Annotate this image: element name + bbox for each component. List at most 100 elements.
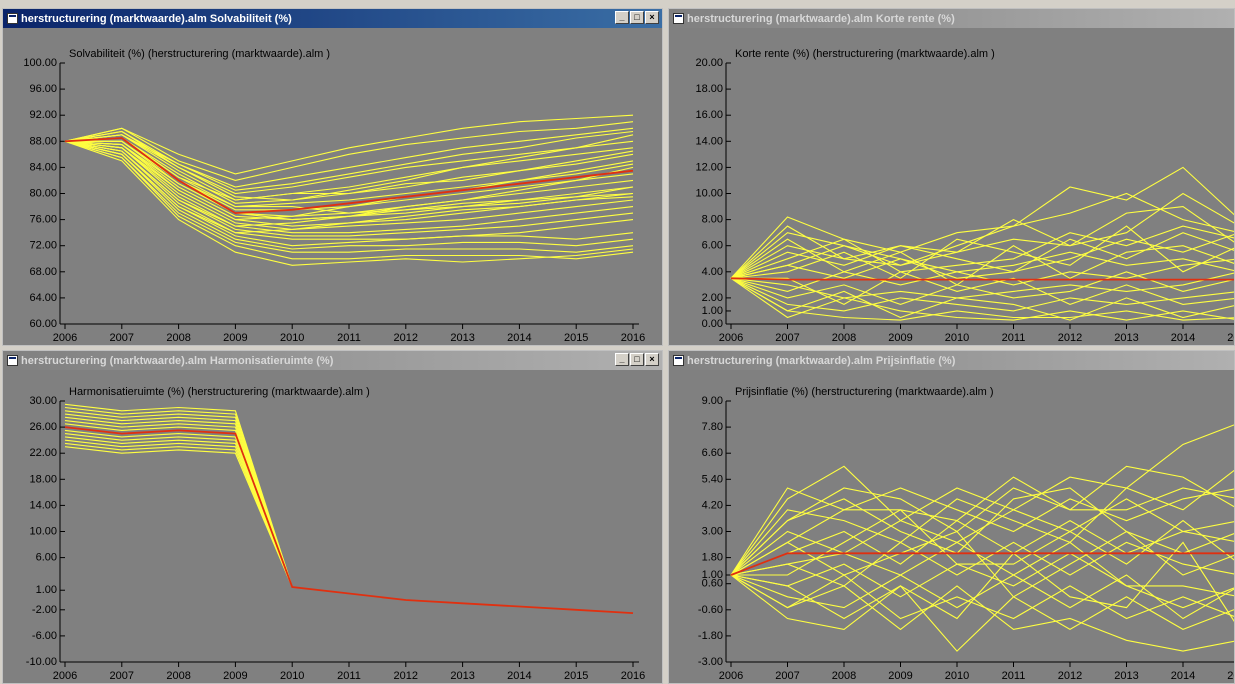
y-tick-label: 60.00 <box>29 318 57 330</box>
median-series-line <box>64 137 634 215</box>
maximize-button[interactable]: □ <box>630 353 644 366</box>
scenario-series-line <box>64 413 293 588</box>
window-app-icon[interactable] <box>7 13 18 24</box>
window-app-icon[interactable] <box>673 13 684 24</box>
y-tick-label: 4.00 <box>702 266 723 278</box>
scenario-series-line <box>64 140 634 260</box>
scenario-series-line <box>730 424 1234 576</box>
scenario-series-line <box>730 277 1234 321</box>
scenario-series-line <box>64 140 634 253</box>
window-title-bar[interactable]: herstructurering (marktwaarde).alm Harmo… <box>3 351 662 370</box>
x-tick-label: 2008 <box>832 332 856 344</box>
scenario-series-line <box>64 127 634 188</box>
scenario-series-line <box>730 476 1234 576</box>
y-tick-label: 16.00 <box>695 109 723 121</box>
chart-svg: Harmonisatieruimte (%) (herstructurering… <box>26 386 645 682</box>
y-tick-label: 10.00 <box>695 188 723 200</box>
x-tick-label: 2006 <box>53 670 77 682</box>
minimize-button[interactable]: _ <box>615 353 629 366</box>
chart-area: Korte rente (%) (herstructurering (markt… <box>669 28 1234 345</box>
scenario-series-line <box>730 166 1234 279</box>
scenario-series-line <box>64 429 293 588</box>
median-series-line <box>730 552 1234 576</box>
window-korte-rente[interactable]: herstructurering (marktwaarde).alm Korte… <box>668 8 1235 346</box>
scenario-series-line <box>730 552 1234 598</box>
scenario-series-line <box>64 130 634 191</box>
window-title-bar[interactable]: herstructurering (marktwaarde).alm Solva… <box>3 9 662 28</box>
x-tick-label: 2015 <box>1227 332 1234 344</box>
y-tick-label: 7.80 <box>702 421 723 433</box>
y-tick-label: 10.00 <box>29 526 57 538</box>
scenario-series-line <box>64 439 293 588</box>
x-tick-label: 2014 <box>507 332 531 344</box>
chart-title: Korte rente (%) (herstructurering (markt… <box>735 48 995 60</box>
scenario-series-line <box>64 416 293 588</box>
y-tick-label: 80.00 <box>29 188 57 200</box>
scenario-series-line <box>730 469 1234 576</box>
window-controls: _ □ × <box>615 11 659 24</box>
chart-svg: Solvabiliteit (%) (herstructurering (mar… <box>23 48 645 344</box>
maximize-button[interactable]: □ <box>630 11 644 24</box>
window-prijsinflatie[interactable]: herstructurering (marktwaarde).alm Prijs… <box>668 350 1235 684</box>
y-tick-label: -1.80 <box>698 630 723 642</box>
scenario-series-line <box>64 410 293 588</box>
window-solvabiliteit[interactable]: herstructurering (marktwaarde).alm Solva… <box>2 8 663 346</box>
y-tick-label: 2.00 <box>702 292 723 304</box>
x-tick-label: 2013 <box>1114 332 1138 344</box>
y-tick-label: 6.00 <box>702 240 723 252</box>
close-button[interactable]: × <box>645 353 659 366</box>
x-tick-label: 2007 <box>775 670 799 682</box>
scenario-series-line <box>64 140 634 234</box>
close-button[interactable]: × <box>645 11 659 24</box>
y-tick-label: 88.00 <box>29 135 57 147</box>
x-tick-label: 2007 <box>110 332 134 344</box>
median-series-line <box>730 277 1234 281</box>
window-title: herstructurering (marktwaarde).alm Korte… <box>687 12 955 25</box>
scenario-series-line <box>64 140 634 250</box>
y-tick-label: -6.00 <box>32 630 57 642</box>
y-tick-label: 84.00 <box>29 161 57 173</box>
window-app-icon[interactable] <box>673 355 684 366</box>
window-app-icon[interactable] <box>7 355 18 366</box>
scenario-series-line <box>64 140 634 266</box>
x-tick-label: 2006 <box>53 332 77 344</box>
y-tick-label: 64.00 <box>29 292 57 304</box>
chart-title: Solvabiliteit (%) (herstructurering (mar… <box>69 48 330 60</box>
window-title-bar[interactable]: herstructurering (marktwaarde).alm Korte… <box>669 9 1234 28</box>
x-tick-label: 2009 <box>223 670 247 682</box>
y-tick-label: 14.00 <box>29 499 57 511</box>
minimize-button[interactable]: _ <box>615 11 629 24</box>
chart-area: Prijsinflatie (%) (herstructurering (mar… <box>669 370 1234 683</box>
scenario-series-line <box>64 446 293 588</box>
x-tick-label: 2013 <box>1114 670 1138 682</box>
x-tick-label: 2007 <box>775 332 799 344</box>
y-tick-label: -2.00 <box>32 604 57 616</box>
x-tick-label: 2015 <box>1227 670 1234 682</box>
scenario-series-line <box>730 541 1234 622</box>
window-title-bar[interactable]: herstructurering (marktwaarde).alm Prijs… <box>669 351 1234 370</box>
scenario-series-line <box>64 137 634 201</box>
scenario-series-line <box>64 140 634 234</box>
x-tick-label: 2015 <box>564 332 588 344</box>
scenario-series-line <box>64 130 634 201</box>
y-tick-label: 0.00 <box>702 318 723 330</box>
scenario-series-line <box>64 114 634 175</box>
scenario-series-line <box>730 245 1234 279</box>
y-tick-label: 1.80 <box>702 552 723 564</box>
x-tick-label: 2009 <box>223 332 247 344</box>
y-tick-label: -3.00 <box>698 656 723 668</box>
scenario-series-line <box>64 134 634 195</box>
x-tick-label: 2011 <box>1002 332 1026 344</box>
scenario-series-line <box>64 420 293 588</box>
y-tick-label: 4.20 <box>702 499 723 511</box>
y-tick-label: 22.00 <box>29 447 57 459</box>
scenario-series-line <box>64 140 634 221</box>
y-tick-label: 1.00 <box>36 584 57 596</box>
y-tick-label: 100.00 <box>23 57 57 69</box>
median-series-line <box>64 426 634 614</box>
scenario-series-line <box>64 436 293 588</box>
x-tick-label: 2007 <box>110 670 134 682</box>
window-title: herstructurering (marktwaarde).alm Prijs… <box>687 354 956 367</box>
window-harmonisatieruimte[interactable]: herstructurering (marktwaarde).alm Harmo… <box>2 350 663 684</box>
x-tick-label: 2008 <box>832 670 856 682</box>
